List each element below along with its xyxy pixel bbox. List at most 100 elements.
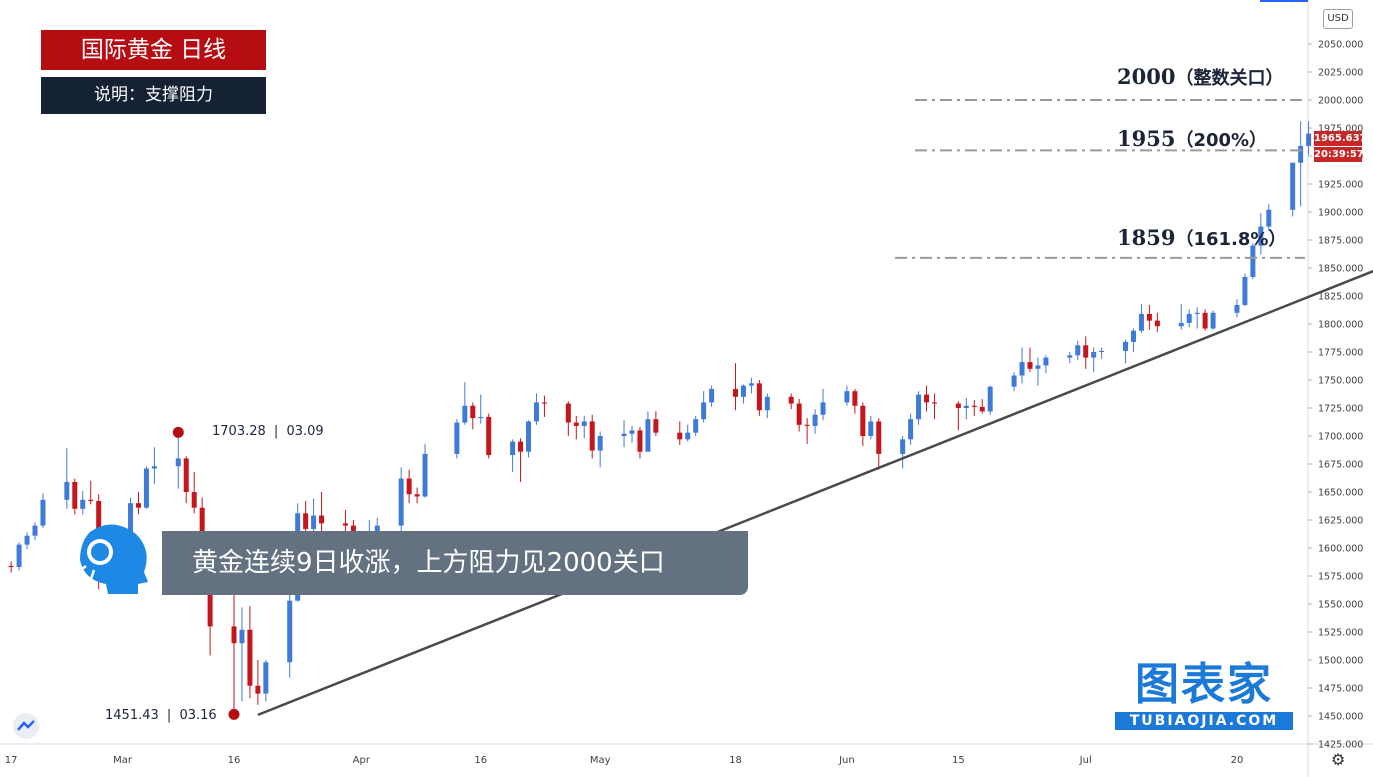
price-tick-label: 1775.000: [1318, 348, 1363, 359]
price-tick-label: 1625.000: [1318, 516, 1363, 527]
candle-body: [820, 402, 826, 415]
candle-body: [979, 406, 985, 412]
level-1955-annotation: 1955（200%）: [1117, 126, 1267, 152]
candle-body: [1250, 245, 1256, 277]
candle-body: [740, 385, 746, 397]
time-tick-label: 20: [1231, 755, 1244, 766]
candle-body: [812, 414, 818, 426]
candle-body: [1146, 313, 1152, 321]
price-tick-label: 1800.000: [1318, 320, 1363, 331]
candle-body: [128, 503, 134, 548]
candle-body: [1306, 133, 1312, 146]
candle-body: [1027, 362, 1033, 369]
candle-body: [1130, 330, 1136, 342]
candle-body: [860, 405, 866, 436]
candle-body: [900, 439, 906, 454]
price-tick-label: 1450.000: [1318, 712, 1363, 723]
candle-body: [239, 629, 245, 644]
high-point-marker: [172, 426, 184, 438]
candle-body: [32, 525, 38, 536]
candle-body: [693, 419, 699, 433]
candle-body: [685, 432, 691, 440]
level-1859-note: （161.8%）: [1175, 229, 1287, 250]
price-tick-label: 1650.000: [1318, 488, 1363, 499]
currency-button[interactable]: USD: [1323, 9, 1353, 29]
candle-body: [971, 405, 977, 407]
candle-body: [533, 402, 539, 422]
chart-title: 国际黄金 日线: [41, 30, 266, 70]
candle-body: [207, 574, 213, 627]
candle-body: [303, 513, 309, 529]
candle-body: [526, 421, 532, 452]
candle-body: [1067, 355, 1073, 358]
candle-body: [924, 394, 930, 403]
candle-body: [88, 499, 94, 501]
candle-body: [486, 416, 492, 456]
price-tick-label: 1925.000: [1318, 180, 1363, 191]
level-1955-note: （200%）: [1175, 130, 1268, 151]
price-tick-label: 1550.000: [1318, 600, 1363, 611]
candle-body: [470, 405, 476, 419]
candle-body: [80, 499, 86, 509]
candle-body: [8, 565, 14, 568]
candle-body: [462, 405, 468, 423]
candle-body: [247, 629, 253, 686]
candle-body: [637, 430, 643, 452]
price-tick-label: 1850.000: [1318, 264, 1363, 275]
time-tick-label: Jun: [838, 755, 855, 766]
candle-body: [263, 662, 269, 694]
high-point-price: 1703.28: [212, 424, 266, 439]
candle-body: [955, 403, 961, 408]
time-tick-label: May: [590, 755, 611, 766]
candle-body: [1266, 209, 1272, 227]
robot-head-icon: [72, 524, 148, 594]
candle-body: [1075, 345, 1081, 356]
candle-body: [1290, 162, 1296, 210]
candle-body: [852, 391, 858, 406]
candle-body: [1154, 320, 1160, 327]
candle-body: [581, 421, 587, 426]
candle-body: [788, 396, 794, 404]
brand-logo: 图表家 TUBIAOJIA.COM: [1115, 660, 1293, 732]
candle-body: [541, 402, 547, 404]
candle-body: [454, 422, 460, 454]
candle-body: [1091, 352, 1097, 358]
price-tick-label: 1700.000: [1318, 432, 1363, 443]
price-tick-label: 1900.000: [1318, 208, 1363, 219]
candle-body: [908, 419, 914, 440]
price-tick-label: 1425.000: [1318, 740, 1363, 751]
candle-body: [963, 405, 969, 408]
support-trendline: [257, 269, 1373, 717]
settings-gear-icon[interactable]: ⚙: [1331, 750, 1346, 769]
candle-body: [255, 685, 261, 694]
time-tick-label: 16: [474, 755, 487, 766]
candle-body: [709, 388, 715, 403]
candle-body: [756, 383, 762, 411]
low-point-date: 03.16: [179, 708, 217, 723]
candle-body: [645, 419, 651, 452]
candle-body: [629, 430, 635, 434]
candle-body: [16, 544, 22, 568]
candle-body: [398, 478, 404, 526]
candle-body: [1242, 276, 1248, 305]
candle-body: [1186, 313, 1192, 323]
brand-name: 图表家: [1135, 659, 1273, 710]
candle-body: [1035, 365, 1041, 369]
candle-body: [677, 432, 683, 440]
candle-body: [175, 458, 181, 467]
candle-body: [191, 492, 197, 508]
tradingview-logo-icon[interactable]: [13, 713, 39, 739]
candle-body: [311, 515, 317, 529]
candle-body: [931, 402, 937, 404]
time-tick-label: 17: [5, 755, 18, 766]
candle-body: [374, 525, 380, 532]
price-tick-label: 1675.000: [1318, 460, 1363, 471]
candle-body: [1210, 312, 1216, 329]
level-1859-annotation: 1859（161.8%）: [1117, 225, 1286, 251]
candle-body: [319, 515, 325, 524]
candle-body: [868, 421, 874, 436]
candle-body: [1099, 350, 1105, 352]
price-tick-label: 1500.000: [1318, 656, 1363, 667]
candle-body: [510, 441, 516, 456]
